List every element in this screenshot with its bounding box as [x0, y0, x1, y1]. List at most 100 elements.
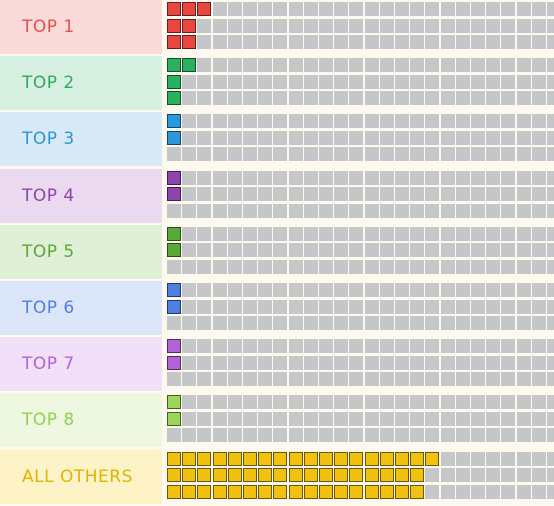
empty-cell: [334, 259, 349, 274]
empty-cell: [182, 114, 197, 129]
empty-cell: [486, 428, 501, 443]
filled-cell: [167, 74, 181, 89]
empty-cell: [410, 170, 425, 185]
empty-cell: [167, 372, 181, 387]
empty-cell: [410, 2, 425, 16]
empty-cell: [197, 147, 212, 162]
empty-cell: [471, 203, 485, 218]
empty-cell: [243, 74, 257, 89]
filled-cell: [182, 2, 197, 16]
empty-cell: [334, 339, 349, 354]
empty-cell: [516, 484, 531, 499]
empty-cell: [273, 187, 288, 202]
empty-cell: [197, 243, 212, 258]
empty-cell: [440, 91, 455, 106]
empty-cell: [425, 299, 440, 314]
empty-cell: [212, 428, 227, 443]
empty-cell: [547, 395, 554, 410]
empty-cell: [227, 355, 242, 370]
empty-cell: [212, 147, 227, 162]
empty-cell: [440, 259, 455, 274]
empty-cell: [395, 91, 409, 106]
filled-cell: [379, 468, 394, 483]
filled-cell: [167, 114, 181, 129]
empty-cell: [440, 411, 455, 426]
waffle-grid: [167, 283, 554, 333]
empty-cell: [379, 428, 394, 443]
empty-cell: [410, 428, 425, 443]
empty-cell: [197, 35, 212, 49]
empty-cell: [197, 372, 212, 387]
empty-cell: [319, 226, 333, 241]
empty-cell: [410, 259, 425, 274]
empty-cell: [364, 372, 379, 387]
empty-cell: [471, 170, 485, 185]
empty-cell: [471, 226, 485, 241]
empty-cell: [425, 243, 440, 258]
empty-cell: [349, 35, 364, 49]
empty-cell: [395, 18, 409, 33]
filled-cell: [243, 484, 257, 499]
empty-cell: [379, 355, 394, 370]
empty-cell: [471, 316, 485, 330]
empty-cell: [334, 316, 349, 330]
empty-cell: [258, 187, 273, 202]
empty-cell: [303, 428, 318, 443]
empty-cell: [243, 130, 257, 145]
filled-cell: [227, 484, 242, 499]
empty-cell: [547, 355, 554, 370]
filled-cell: [167, 339, 181, 354]
filled-cell: [197, 451, 212, 466]
empty-cell: [212, 130, 227, 145]
empty-cell: [501, 339, 516, 354]
empty-cell: [440, 395, 455, 410]
empty-cell: [395, 2, 409, 16]
filled-cell: [379, 484, 394, 499]
empty-cell: [395, 147, 409, 162]
empty-cell: [531, 130, 546, 145]
empty-cell: [501, 395, 516, 410]
empty-cell: [288, 299, 303, 314]
empty-cell: [349, 259, 364, 274]
empty-cell: [197, 411, 212, 426]
filled-cell: [243, 451, 257, 466]
empty-cell: [425, 411, 440, 426]
empty-cell: [303, 187, 318, 202]
filled-cell: [227, 468, 242, 483]
empty-cell: [440, 170, 455, 185]
filled-cell: [167, 484, 181, 499]
empty-cell: [486, 74, 501, 89]
empty-cell: [471, 283, 485, 297]
empty-cell: [364, 243, 379, 258]
empty-cell: [227, 18, 242, 33]
filled-cell: [197, 2, 212, 16]
empty-cell: [531, 243, 546, 258]
filled-cell: [167, 395, 181, 410]
empty-cell: [471, 299, 485, 314]
empty-cell: [349, 411, 364, 426]
empty-cell: [288, 74, 303, 89]
empty-cell: [227, 170, 242, 185]
empty-cell: [486, 316, 501, 330]
empty-cell: [547, 283, 554, 297]
empty-cell: [258, 411, 273, 426]
filled-cell: [167, 355, 181, 370]
empty-cell: [258, 147, 273, 162]
empty-cell: [227, 299, 242, 314]
empty-cell: [303, 355, 318, 370]
filled-cell: [212, 484, 227, 499]
filled-cell: [182, 484, 197, 499]
empty-cell: [547, 147, 554, 162]
empty-cell: [319, 316, 333, 330]
empty-cell: [227, 147, 242, 162]
empty-cell: [243, 372, 257, 387]
empty-cell: [501, 316, 516, 330]
empty-cell: [349, 316, 364, 330]
empty-cell: [501, 428, 516, 443]
empty-cell: [531, 451, 546, 466]
empty-cell: [349, 2, 364, 16]
empty-cell: [440, 451, 455, 466]
category-row: TOP 3: [0, 112, 554, 167]
empty-cell: [288, 91, 303, 106]
filled-cell: [212, 468, 227, 483]
